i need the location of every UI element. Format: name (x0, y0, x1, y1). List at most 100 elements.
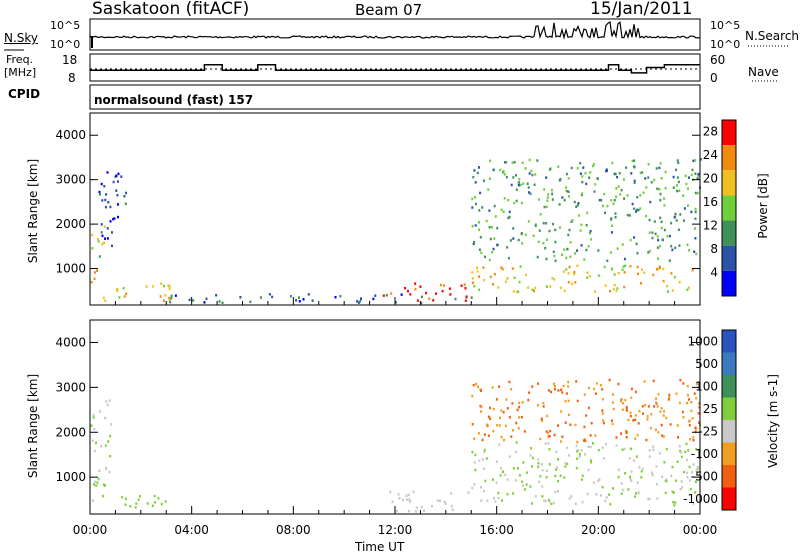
velocity-cell (508, 380, 511, 384)
power-cell (586, 276, 589, 279)
velocity-cell (634, 390, 637, 394)
power-cell (533, 289, 535, 293)
velocity-cell (503, 438, 505, 442)
power-cell (594, 290, 596, 293)
power-cell (483, 279, 486, 282)
power-cell (547, 193, 550, 196)
power-cell (525, 273, 527, 277)
velocity-cell (680, 455, 683, 459)
velocity-cell (499, 474, 502, 477)
velocity-cell (536, 404, 539, 407)
velocity-cell (561, 435, 564, 438)
power-cell (694, 210, 697, 214)
velocity-cell (586, 492, 589, 496)
power-cell (635, 210, 637, 213)
velocity-cell (597, 479, 600, 482)
power-cell (673, 275, 676, 279)
freq-right-tick-bottom: 0 (710, 71, 718, 85)
power-cell (571, 282, 574, 286)
power-cell (588, 275, 591, 278)
power-cell (522, 182, 525, 185)
power-cell (622, 265, 625, 268)
power-cell (421, 295, 423, 299)
velocity-cell (110, 423, 113, 426)
velocity-cell (487, 415, 490, 419)
cpid-value: normalsound (fast) 157 (94, 93, 254, 107)
power-cell (592, 163, 595, 166)
velocity-cell (692, 439, 695, 442)
velocity-cell (541, 485, 544, 488)
power-cell (471, 277, 474, 280)
velocity-cell (630, 387, 633, 391)
power-cell (478, 275, 481, 278)
noise-right-tick-top: 10^5 (710, 19, 741, 32)
power-cell (460, 284, 463, 287)
power-cell (605, 168, 608, 171)
velocity-cell (625, 409, 628, 412)
velocity-cell (402, 498, 404, 502)
noise-left-tick-top: 10^5 (50, 19, 81, 32)
velocity-cell (521, 484, 524, 487)
velocity-cell (516, 408, 519, 412)
velocity-cell (537, 465, 540, 469)
velocity-cell (124, 503, 127, 506)
power-cell (636, 272, 639, 276)
velocity-cell (508, 416, 511, 419)
velocity-cell (601, 485, 604, 489)
power-cell (115, 174, 118, 177)
power-cell (568, 195, 570, 198)
power-colorbar-tick: 24 (703, 148, 718, 162)
power-cell (694, 191, 697, 195)
velocity-cell (93, 449, 96, 453)
power-cell (548, 229, 551, 233)
velocity-cell (587, 445, 590, 448)
velocity-cell (638, 409, 641, 413)
velocity-cell (489, 406, 491, 410)
velocity-cell (574, 423, 577, 427)
velocity-cell (530, 447, 532, 450)
velocity-cell (479, 388, 482, 391)
velocity-cell (678, 445, 681, 448)
velocity-cell (523, 488, 526, 491)
power-cell (404, 286, 407, 290)
velocity-cell (584, 439, 587, 443)
power-cell (530, 169, 533, 173)
power-cell (671, 248, 674, 252)
velocity-cell (100, 444, 103, 448)
power-cell (594, 183, 597, 186)
power-cell (641, 268, 643, 271)
cpid-label: CPID (8, 87, 41, 101)
power-cell (648, 249, 651, 253)
power-cell (159, 295, 162, 298)
power-cell (524, 233, 527, 236)
velocity-cell (698, 402, 701, 405)
velocity-colorbar-tick: -25 (698, 424, 718, 438)
power-cell (610, 231, 613, 234)
power-cell (162, 284, 165, 288)
velocity-cell (527, 398, 530, 402)
power-cell (651, 231, 654, 234)
power-cell (435, 292, 437, 295)
x-tick-label: 20:00 (581, 523, 616, 537)
power-colorbar-swatch (722, 245, 736, 271)
power-cell (167, 284, 170, 287)
velocity-cell (121, 495, 124, 499)
power-cell (476, 266, 478, 269)
power-cell (145, 285, 148, 288)
velocity-cell (472, 383, 475, 387)
velocity-cell (601, 397, 604, 401)
power-cell (122, 287, 125, 290)
power-cell (647, 163, 650, 166)
freq-label-line1: Freq. (6, 53, 34, 66)
power-cell (615, 289, 618, 293)
power-cell (678, 280, 681, 284)
velocity-cell (669, 423, 672, 426)
velocity-cell (612, 401, 614, 404)
power-cell (569, 255, 572, 258)
power-cell (123, 295, 126, 298)
power-cell (574, 252, 577, 255)
power-cell (586, 271, 589, 274)
velocity-cell (93, 428, 96, 431)
velocity-cell (405, 498, 408, 501)
power-cell (503, 197, 506, 200)
